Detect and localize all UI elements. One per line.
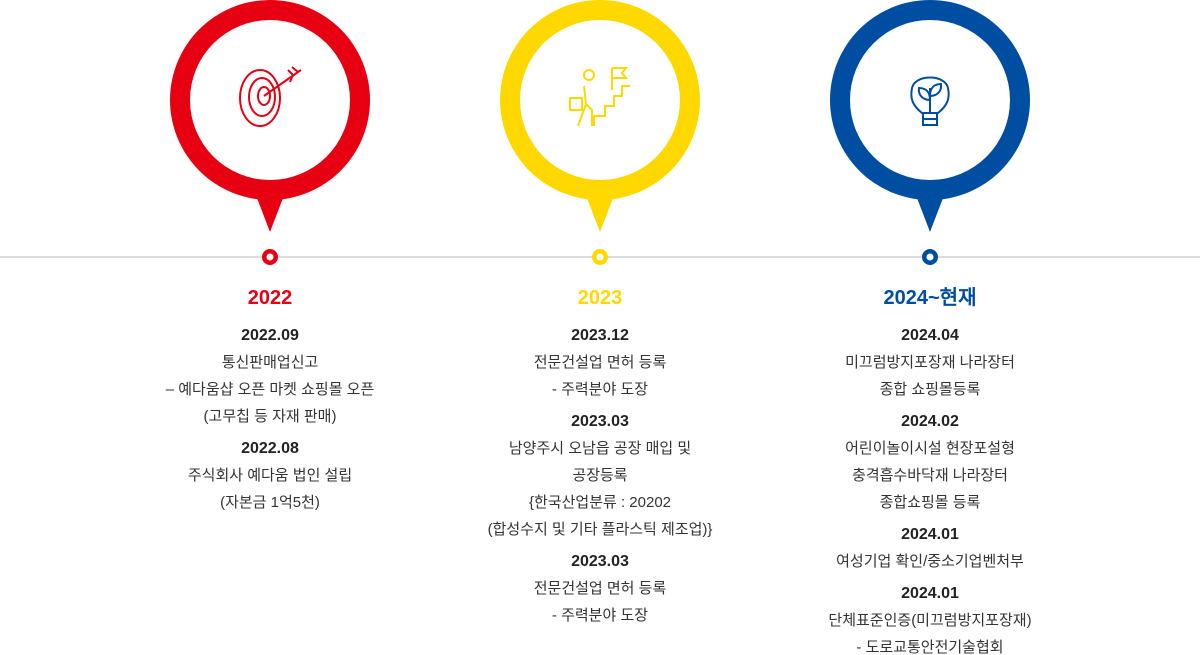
timeline-column: 2022 2022.09 통신판매업신고 – 예다움샵 오픈 마켓 쇼핑몰 오픈 (고무… <box>105 283 435 521</box>
history-entry: 2024.01 단체표준인증(미끄럼방지포장재) - 도로교통안전기술협회 <box>765 580 1095 655</box>
entry-date: 2023.03 <box>571 553 629 570</box>
entry-text: 남양주시 오남읍 공장 매입 및 <box>508 440 692 457</box>
entry-date: 2022.08 <box>241 440 299 457</box>
entry-text: (합성수지 및 기타 플라스틱 제조업)} <box>487 521 713 538</box>
entry-text: 어린이놀이시설 현장포설형 <box>845 440 1015 457</box>
entry-text: 전문건설업 면허 등록 <box>533 354 667 371</box>
entry-text: 단체표준인증(미끄럼방지포장재) <box>828 612 1032 629</box>
history-entry: 2024.01 여성기업 확인/중소기업벤처부 <box>765 521 1095 575</box>
entry-date: 2024.01 <box>901 585 959 602</box>
entry-date: 2023.03 <box>571 413 629 430</box>
entry-text: (고무칩 등 자재 판매) <box>203 408 337 425</box>
entry-text: 미끄럼방지포장재 나라장터 <box>845 354 1015 371</box>
entry-date: 2023.12 <box>571 327 629 344</box>
pin-2024 <box>830 0 1030 265</box>
entry-text: 충격흡수바닥재 나라장터 <box>852 467 1008 484</box>
entry-text: - 주력분야 도장 <box>551 381 649 398</box>
history-entry: 2022.09 통신판매업신고 – 예다움샵 오픈 마켓 쇼핑몰 오픈 (고무칩 등 … <box>105 322 435 430</box>
year-heading: 2023 <box>577 287 623 309</box>
timeline-column: 2023 2023.12 전문건설업 면허 등록 - 주력분야 도장 2023.03 남양… <box>435 283 765 634</box>
target-icon <box>239 66 302 127</box>
entry-text: - 주력분야 도장 <box>551 607 649 624</box>
entry-text: {한국산업분류 : 20202 <box>528 494 672 511</box>
entry-date: 2024.01 <box>901 526 959 543</box>
entry-text: - 도로교통안전기술협회 <box>856 639 1004 655</box>
timeline-column: 2024~현재 2024.04 미끄럼방지포장재 나라장터 종합 쇼핑몰등록 2024.… <box>765 283 1095 655</box>
entry-text: (자본금 1억5천) <box>220 494 320 511</box>
history-entry: 2023.03 전문건설업 면허 등록 - 주력분야 도장 <box>435 548 765 629</box>
pin-2022 <box>170 0 370 265</box>
stairs-icon <box>569 67 630 127</box>
entry-text: 주식회사 예다움 법인 설립 <box>187 467 353 484</box>
entry-text: 여성기업 확인/중소기업벤처부 <box>836 553 1024 570</box>
entry-text: 공장등록 <box>572 467 628 484</box>
entry-text: 전문건설업 면허 등록 <box>533 580 667 597</box>
entry-text: 종합 쇼핑몰등록 <box>879 381 981 398</box>
bulb-icon <box>910 76 950 126</box>
history-entry: 2022.08 주식회사 예다움 법인 설립 (자본금 1억5천) <box>105 435 435 516</box>
year-heading: 2022 <box>247 287 293 309</box>
entry-text: 통신판매업신고 <box>221 354 319 371</box>
year-heading: 2024~현재 <box>883 287 977 309</box>
entry-date: 2024.02 <box>901 413 959 430</box>
entry-text: 종합쇼핑몰 등록 <box>879 494 981 511</box>
entry-text: – 예다움샵 오픈 마켓 쇼핑몰 오픈 <box>165 381 375 398</box>
entry-date: 2024.04 <box>901 327 959 344</box>
history-entry: 2023.12 전문건설업 면허 등록 - 주력분야 도장 <box>435 322 765 403</box>
pin-2023 <box>500 0 700 265</box>
entry-date: 2022.09 <box>241 327 299 344</box>
